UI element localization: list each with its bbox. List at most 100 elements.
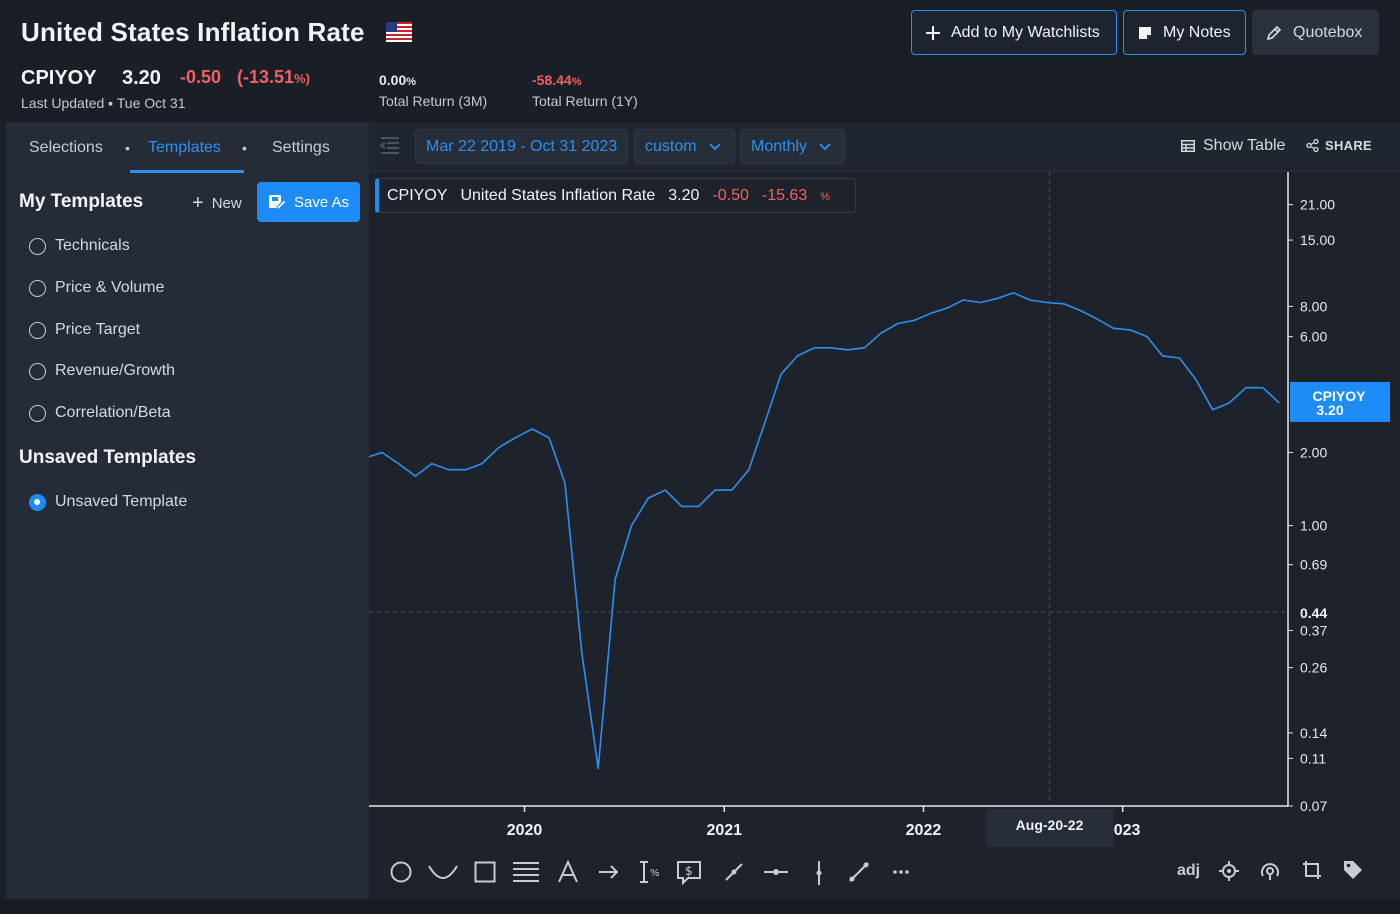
total-return-3m: 0.00% Total Return (3M): [379, 72, 487, 109]
template-option-label: Revenue/Growth: [55, 362, 176, 379]
window-bottom-frame: [0, 899, 1400, 914]
date-range-picker[interactable]: Mar 22 2019 - Oct 31 2023: [415, 129, 629, 164]
note-icon: [1137, 25, 1153, 41]
chevron-down-icon: [819, 142, 831, 151]
template-option[interactable]: Price & Volume: [29, 279, 164, 297]
series-line-cpiyoy: [369, 292, 1280, 770]
last-updated: Last Updated ▪ Tue Oct 31: [21, 95, 186, 111]
new-template-label: New: [211, 194, 242, 212]
crosshair-date-label: Aug-20-22: [1016, 817, 1084, 833]
my-templates-heading: My Templates: [19, 191, 144, 212]
text-tool-icon[interactable]: [557, 860, 579, 884]
quotebox-button[interactable]: Quotebox: [1252, 10, 1379, 55]
collapse-panel-icon[interactable]: [379, 134, 401, 161]
template-option-label: Price & Volume: [55, 279, 165, 296]
template-option-label: Price Target: [55, 321, 141, 338]
save-as-button[interactable]: Save As: [257, 182, 360, 222]
legend-ticker: CPIYOY: [387, 186, 448, 204]
adjust-toggle[interactable]: adj: [1177, 862, 1201, 879]
radio-icon[interactable]: [29, 404, 46, 422]
plot-background: [369, 172, 1400, 850]
radio-icon[interactable]: [29, 321, 46, 339]
radio-selected-icon[interactable]: [29, 493, 46, 511]
new-template-button[interactable]: + New: [192, 193, 242, 213]
active-tab-indicator: [130, 170, 244, 173]
tag-icon[interactable]: [1343, 860, 1363, 880]
price-tag-bg: [1290, 381, 1390, 422]
template-option[interactable]: Revenue/Growth: [29, 362, 175, 380]
ticker-symbol: CPIYOY: [21, 67, 97, 89]
crosshair-icon[interactable]: [1218, 860, 1240, 882]
tab-separator: •: [125, 140, 130, 156]
template-option-label: Correlation/Beta: [55, 404, 171, 421]
quotebox-label: Quotebox: [1293, 23, 1363, 41]
legend-value: 3.20: [668, 186, 700, 204]
vertical-line-tool-icon[interactable]: [809, 860, 829, 886]
frequency-label: Monthly: [751, 137, 808, 155]
range-mode-select[interactable]: custom: [634, 129, 735, 164]
tab-templates[interactable]: Templates: [148, 139, 221, 156]
magnet-icon[interactable]: [1259, 860, 1281, 882]
template-panel: Selections • Templates • Settings My Tem…: [6, 122, 369, 899]
legend-change: -0.50: [712, 186, 749, 204]
y-tick-label: 0.11: [1300, 750, 1326, 766]
share-button[interactable]: SHARE: [1306, 138, 1372, 153]
price-tag-value: 3.20: [1316, 402, 1343, 418]
template-option[interactable]: Technicals: [29, 237, 130, 255]
price-note-tool-icon[interactable]: $: [676, 860, 702, 886]
chevron-down-icon: [708, 142, 721, 151]
line-chart[interactable]: 21.00 15.00 8.00 6.00 2.00 1.00 0.69 0.37 0.26 0.…: [369, 172, 1400, 850]
crosshair-value-label-bg: [1291, 600, 1391, 625]
rectangle-tool-icon[interactable]: [473, 860, 497, 884]
template-option[interactable]: Correlation/Beta: [29, 404, 171, 422]
show-table-label: Show Table: [1203, 137, 1286, 154]
crop-icon[interactable]: [1302, 860, 1322, 880]
price-change: -0.50: [180, 67, 222, 87]
save-edit-icon: [268, 194, 286, 210]
unsaved-templates-heading: Unsaved Templates: [19, 447, 197, 468]
radio-icon[interactable]: [29, 237, 46, 255]
template-option[interactable]: Price Target: [29, 321, 140, 339]
chart-panel: Mar 22 2019 - Oct 31 2023 custom Monthly…: [369, 122, 1400, 899]
more-tools-icon[interactable]: [892, 860, 910, 884]
us-flag-icon: [386, 22, 412, 42]
frequency-select[interactable]: Monthly: [740, 129, 845, 164]
y-tick-label: 21.00: [1300, 197, 1335, 213]
horizontal-line-tool-icon[interactable]: [763, 860, 789, 884]
radio-icon[interactable]: [29, 362, 46, 380]
percent-measure-tool-icon[interactable]: %: [639, 860, 661, 884]
chart-toolbar: Mar 22 2019 - Oct 31 2023 custom Monthly…: [369, 122, 1400, 172]
total-return-1y-label: Total Return (1Y): [532, 93, 638, 109]
arc-tool-icon[interactable]: [427, 860, 459, 884]
arrow-tool-icon[interactable]: [597, 860, 621, 884]
add-to-watchlist-button[interactable]: Add to My Watchlists: [911, 10, 1117, 55]
ray-tool-icon[interactable]: [847, 860, 871, 884]
total-return-1y: -58.44% Total Return (1Y): [532, 72, 638, 109]
trendline-tool-icon[interactable]: [722, 860, 746, 884]
fib-levels-tool-icon[interactable]: [512, 860, 540, 884]
circle-tool-icon[interactable]: [389, 860, 413, 884]
tab-selections[interactable]: Selections: [29, 139, 103, 156]
unsaved-template-option[interactable]: Unsaved Template: [29, 493, 187, 511]
total-return-3m-label: Total Return (3M): [379, 93, 488, 109]
show-table-button[interactable]: Show Table: [1181, 137, 1285, 155]
y-tick-label: 0.26: [1300, 660, 1327, 676]
add-to-watchlist-label: Add to My Watchlists: [951, 23, 1100, 41]
x-tick-label: 2023: [1105, 822, 1141, 839]
price-change-pct: (-13.51%): [237, 67, 310, 87]
my-notes-label: My Notes: [1163, 23, 1231, 41]
range-mode-label: custom: [645, 137, 697, 155]
x-tick-label: 2020: [507, 822, 543, 839]
my-notes-button[interactable]: My Notes: [1123, 10, 1246, 55]
legend-change-pct: -15.63%: [761, 186, 831, 204]
y-tick-label: 0.14: [1300, 725, 1327, 741]
y-tick-label: 1.00: [1300, 518, 1327, 534]
share-icon: [1306, 139, 1319, 152]
radio-icon[interactable]: [29, 279, 46, 297]
tab-settings[interactable]: Settings: [272, 139, 330, 156]
panel-tabs: Selections • Templates • Settings: [6, 122, 369, 174]
total-return-3m-value: 0.00%: [379, 72, 417, 88]
y-tick-label: 0.69: [1300, 557, 1327, 573]
unsaved-template-label: Unsaved Template: [55, 493, 188, 510]
y-tick-label: 2.00: [1300, 445, 1327, 461]
